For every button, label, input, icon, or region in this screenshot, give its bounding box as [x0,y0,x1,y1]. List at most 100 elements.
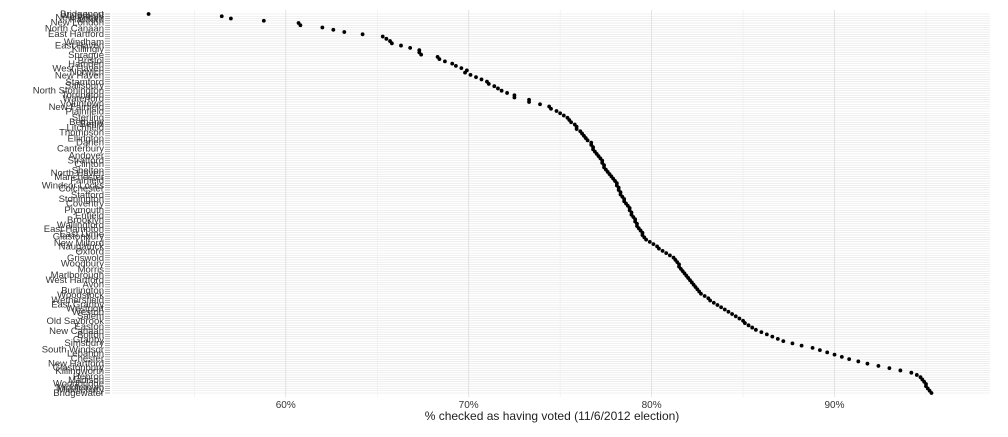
y-tick-label: Stratford [68,156,104,167]
data-point [856,359,861,364]
x-tick-labels: 60% 70% 80% 90% [276,400,845,411]
data-point [759,330,764,334]
data-point [479,77,484,82]
y-tick-label: Hartford [70,15,104,26]
y-tick-label: Brooklyn [67,215,104,226]
data-point [399,43,403,48]
y-tick-label: Bolton [77,330,104,341]
y-tick-label: Woodbury [61,259,104,270]
data-point [261,18,266,23]
y-tick-label: Torrington [62,90,104,101]
y-tick-label: Waterbury [61,10,105,21]
y-tick-label: Darien [76,138,104,149]
data-point [887,366,892,371]
data-point [702,294,707,298]
y-tick-label: Plymouth [64,205,104,216]
y-tick-label: Weston [72,307,104,318]
data-point [561,113,566,118]
data-point [468,73,473,77]
y-tick-label: New Haven [55,70,104,81]
data-point [463,70,467,75]
data-point [554,109,559,113]
data-point [228,16,233,21]
data-point [496,86,500,91]
y-tick-label: Wallingford [57,220,104,231]
y-tick-label: Litchfield [67,123,105,134]
y-tick-label: Bridgewater [53,388,104,399]
data-point [664,251,669,256]
data-point [437,57,442,62]
x-tick-label: 60% [276,400,296,411]
data-point [660,248,665,253]
data-point [790,341,795,346]
y-tick-label: Enfield [75,211,104,222]
data-point [499,88,504,93]
data-point [585,138,590,143]
y-tick-label: Westport [66,304,104,315]
data-point [764,332,769,337]
y-tick-label: Oxford [75,246,104,257]
data-point [733,314,738,319]
y-tick-label: Windsor Locks [42,181,105,192]
data-point [898,368,903,373]
y-tick-label: East Granby [51,299,104,310]
y-tick-label: Easton [74,321,104,332]
y-tick-label: Naugatuck [59,241,105,252]
y-tick-label: New Milford [54,238,104,249]
y-tick-label: Salem [77,311,104,322]
y-tick-label: Granby [73,334,104,345]
y-tick-label: Marlborough [51,270,104,281]
data-point [219,14,224,19]
y-tick-label: Stonington [59,194,104,205]
y-tick-label: Middlebury [58,384,105,395]
y-tick-label: West Haven [52,63,104,74]
data-point [726,309,731,314]
data-point [699,291,703,296]
data-point [708,298,713,303]
y-tick-label: Stamford [65,77,104,88]
y-tick-label: Fairfield [70,176,104,187]
y-tick-label: New Britain [55,13,104,24]
y-tick-label: Clinton [74,159,104,170]
y-tick-label: Waterford [63,93,104,104]
data-point [730,312,734,316]
data-point [909,370,914,375]
grid-layer [105,10,990,397]
data-point [711,300,716,305]
data-point [722,307,727,312]
data-point [527,100,531,104]
y-tick-label: Glastonbury [53,362,104,373]
y-tick-label: Simsbury [64,338,104,349]
data-point [719,305,724,310]
data-point [569,120,574,125]
y-tick-label: Glastonbury [53,231,104,242]
data-point [651,242,656,247]
y-tick-label: Woodbridge [53,379,104,390]
data-point [453,63,458,68]
data-point [558,111,563,116]
data-point [737,316,742,321]
data-point [847,357,852,362]
data-point [770,334,775,339]
y-tick-label: Stafford [71,190,104,201]
y-tick-label: Shelton [72,166,104,177]
y-tick-label: Bridgeport [60,9,104,20]
y-tick-label: Chester [71,354,104,365]
y-tick-label: Sprague [68,50,104,61]
data-point [419,52,424,57]
y-tick-label: Middletown [56,382,104,393]
y-tick-label: Colchester [59,183,104,194]
data-point [750,325,755,330]
data-point [380,34,385,39]
y-tick-label: North Stonington [33,86,104,97]
data-points [146,12,934,395]
y-tick-label: Killingly [72,44,104,55]
data-point [331,27,336,32]
data-point [817,348,822,353]
data-point [360,32,365,37]
data-point [408,45,413,50]
y-tick-label: Bethany [69,117,104,128]
